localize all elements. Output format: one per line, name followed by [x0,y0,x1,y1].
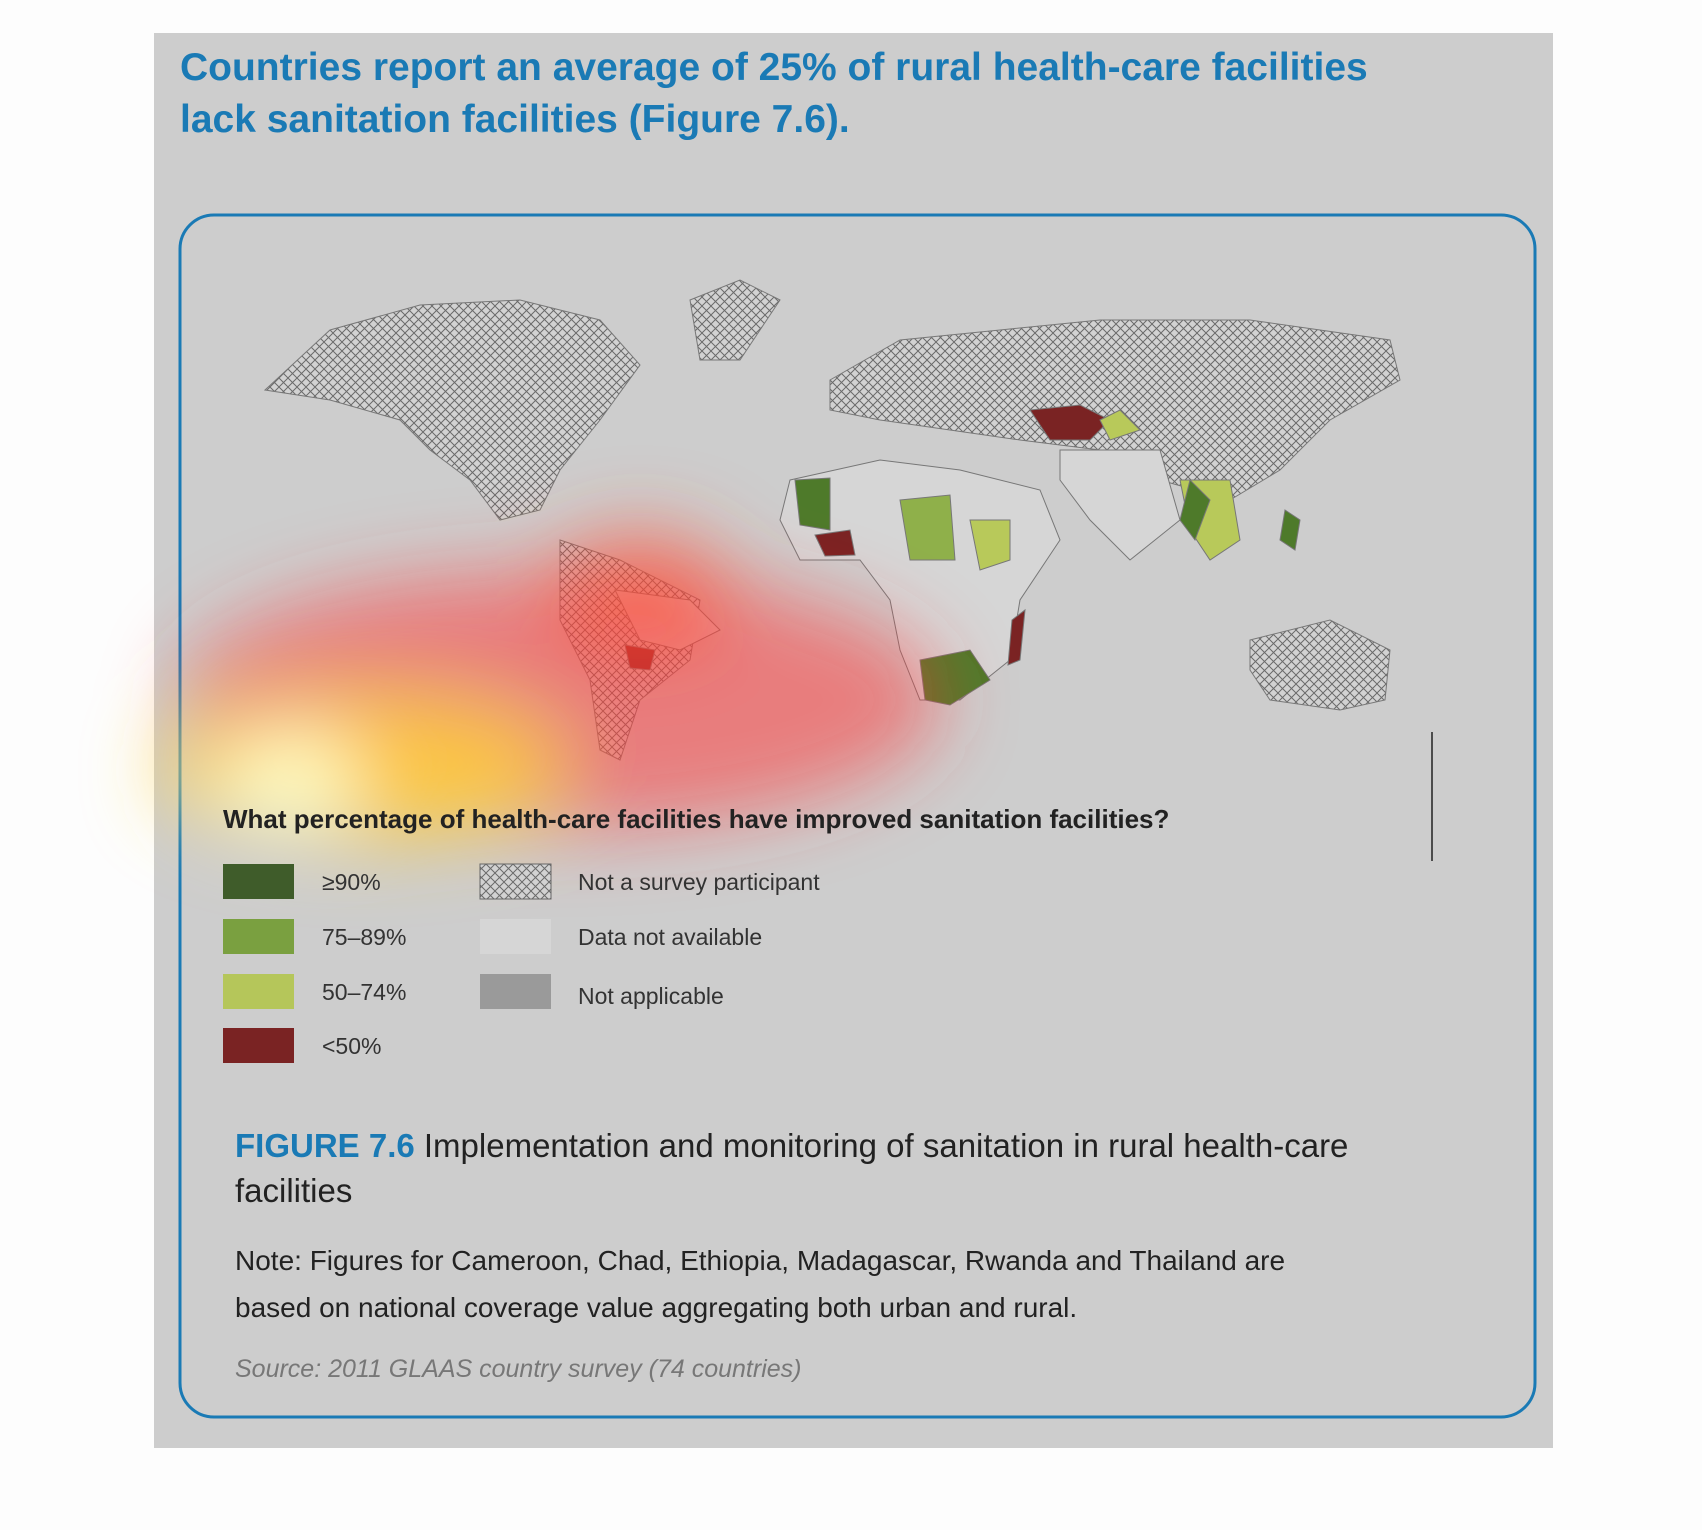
legend-swatch [223,864,294,899]
caption-line: facilities [235,1172,352,1209]
legend-label: ≥90% [322,869,381,895]
legend-swatch [479,863,552,900]
note-line: Note: Figures for Cameroon, Chad, Ethiop… [235,1245,1285,1276]
legend-swatch [223,1028,294,1063]
legend-swatch [223,974,294,1009]
heatmap-overlay [160,530,940,840]
legend-label: 75–89% [322,924,406,950]
source: Source: 2011 GLAAS country survey (74 co… [235,1355,801,1383]
figure-frame [178,213,1537,1419]
legend-label: 50–74% [322,979,406,1005]
legend-swatch [480,974,551,1009]
figure-number: FIGURE 7.6 [235,1127,415,1164]
legend-label: Data not available [578,924,762,950]
legend-swatch [223,919,294,954]
legend-label: <50% [322,1033,381,1059]
caption-line: FIGURE 7.6 Implementation and monitoring… [235,1127,1348,1164]
title-line: lack sanitation facilities (Figure 7.6). [180,98,850,141]
title-line: Countries report an average of 25% of ru… [180,46,1368,89]
note-line: based on national coverage value aggrega… [235,1292,1077,1323]
legend-label: Not a survey participant [578,869,820,895]
legend-swatch [480,919,551,954]
caption-text: Implementation and monitoring of sanitat… [424,1127,1349,1164]
legend-label: Not applicable [578,983,724,1009]
legend: ≥90% 75–89% 50–74% <50% Not a survey par… [223,863,820,1063]
legend-title: What percentage of health-care facilitie… [223,804,1169,834]
